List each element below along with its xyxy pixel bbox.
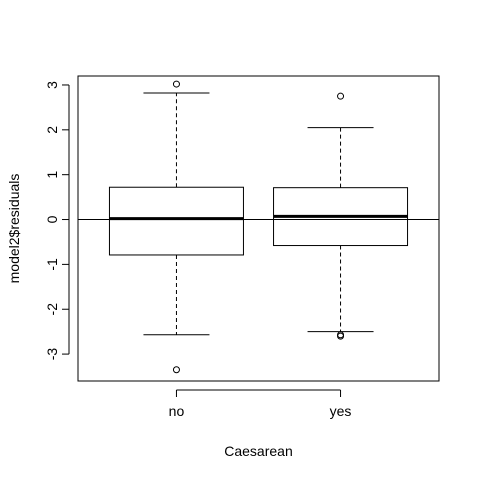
y-tick-label: -3 [44,348,60,361]
outlier-point [172,366,180,374]
y-tick-label: 3 [44,81,60,89]
x-axis-label: Caesarean [224,443,293,459]
y-tick-label: 0 [44,215,60,223]
outlier-point [337,332,345,340]
box-no [108,80,244,374]
outlier-point [172,80,180,88]
boxes [108,80,409,374]
y-tick-label: -1 [44,258,60,271]
y-axis-label: model2$residuals [6,174,22,284]
plot-frame [77,75,440,382]
x-tick-label: yes [330,403,352,419]
y-tick-label: 2 [44,126,60,134]
x-tick-label: no [169,403,185,419]
y-tick-label: 1 [44,171,60,179]
box-yes [273,92,409,340]
x-axis: no yes [169,389,352,419]
y-axis: -3 -2 -1 0 1 2 3 [44,81,70,361]
outlier-point [337,92,345,100]
y-tick-label: -2 [44,303,60,316]
iqr-box [108,186,244,256]
